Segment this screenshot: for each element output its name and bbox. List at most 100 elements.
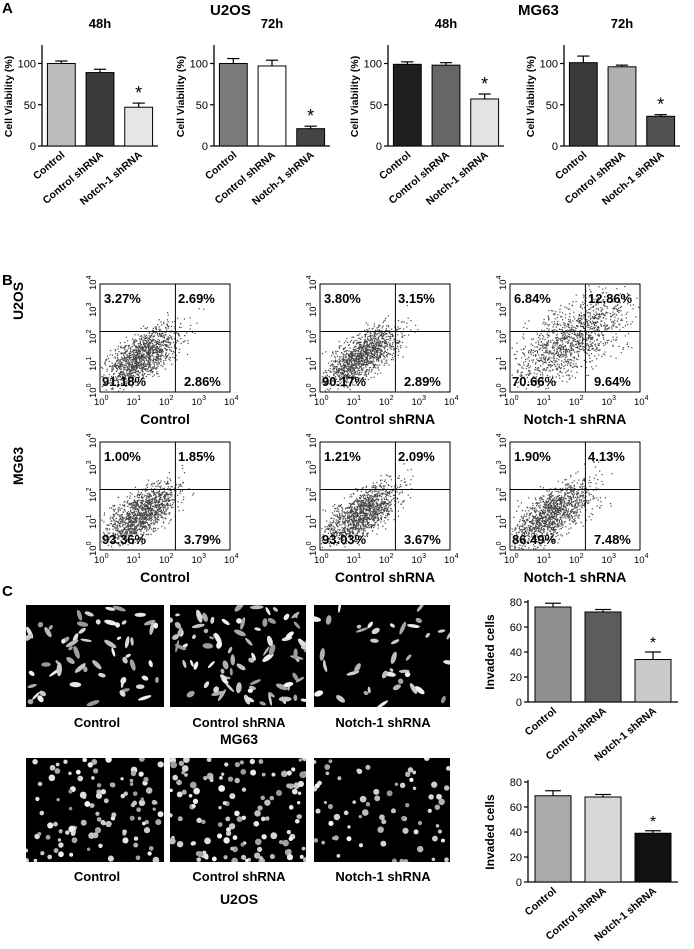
panel-letter-a: A: [2, 0, 13, 17]
dot: [374, 333, 377, 335]
dot: [551, 321, 553, 323]
dot: [136, 367, 138, 369]
dot: [133, 367, 135, 370]
dot: [171, 486, 173, 488]
dot: [607, 327, 609, 330]
dot: [121, 513, 123, 516]
dot: [143, 341, 145, 344]
dot: [125, 360, 127, 362]
dot: [352, 365, 354, 367]
dot: [150, 495, 152, 497]
dot: [390, 337, 392, 340]
dot: [381, 353, 383, 355]
dot: [570, 348, 572, 350]
dot: [369, 342, 371, 345]
dot: [147, 359, 150, 362]
dot: [589, 328, 591, 330]
dot: [153, 498, 155, 500]
dot: [136, 508, 138, 510]
dot: [189, 317, 191, 319]
dot: [365, 352, 367, 354]
y-tick-label: 0: [552, 141, 558, 153]
dot: [355, 350, 357, 352]
dot: [349, 353, 351, 355]
dot: [560, 349, 562, 351]
dot: [355, 367, 357, 369]
dot: [373, 376, 375, 378]
dot: [555, 368, 558, 370]
dot: [574, 377, 577, 379]
dot: [128, 516, 130, 518]
dot: [112, 541, 114, 543]
dot: [347, 387, 349, 389]
dot: [158, 343, 161, 346]
dot: [365, 375, 367, 377]
dot: [384, 319, 386, 321]
dot: [376, 334, 378, 336]
dot: [357, 364, 359, 366]
dot: [169, 488, 171, 490]
dot: [142, 344, 145, 346]
dot: [164, 335, 166, 337]
dot: [335, 378, 338, 380]
dot: [354, 358, 356, 360]
dot: [158, 490, 160, 492]
dot: [150, 368, 152, 370]
dot: [577, 320, 579, 322]
dot: [566, 374, 568, 377]
dot: [604, 326, 606, 328]
dot: [165, 503, 167, 505]
dot: [134, 348, 136, 350]
dot: [160, 504, 162, 506]
dot: [580, 323, 582, 325]
dot: [134, 371, 136, 373]
dot: [591, 322, 593, 324]
dot: [571, 304, 573, 306]
dot: [599, 349, 601, 351]
dot: [582, 339, 584, 341]
dot: [156, 334, 159, 336]
dot: [565, 372, 567, 374]
dot: [135, 384, 137, 386]
dot: [397, 342, 400, 344]
dot: [148, 365, 150, 367]
dot: [621, 314, 623, 316]
dot: [124, 378, 126, 380]
dot: [562, 348, 564, 350]
dot: [579, 337, 581, 339]
dot: [120, 363, 122, 365]
dot: [135, 514, 137, 516]
dot: [145, 334, 148, 337]
dot: [166, 346, 168, 348]
dot: [128, 365, 130, 367]
dot: [148, 517, 150, 519]
dot: [550, 341, 552, 343]
dot: [347, 358, 349, 360]
dot: [144, 518, 147, 520]
dot: [375, 355, 377, 358]
dot: [357, 351, 359, 353]
dot: [343, 365, 346, 367]
dot: [566, 338, 568, 340]
dot: [356, 362, 358, 364]
dot: [127, 363, 130, 365]
dot: [383, 331, 386, 334]
dot: [104, 361, 106, 363]
dot: [381, 327, 383, 329]
dot: [392, 352, 395, 354]
dot: [401, 341, 404, 344]
dot: [129, 354, 131, 356]
dot: [537, 359, 539, 362]
dot: [374, 335, 376, 337]
dot: [163, 487, 166, 489]
dot: [120, 376, 122, 378]
dot: [122, 529, 124, 531]
dot: [117, 510, 119, 512]
dot: [598, 329, 601, 331]
dot: [366, 333, 368, 335]
dot: [374, 332, 376, 334]
dot: [383, 364, 385, 366]
dot: [166, 319, 168, 321]
dot: [176, 332, 178, 335]
dot: [148, 507, 150, 509]
